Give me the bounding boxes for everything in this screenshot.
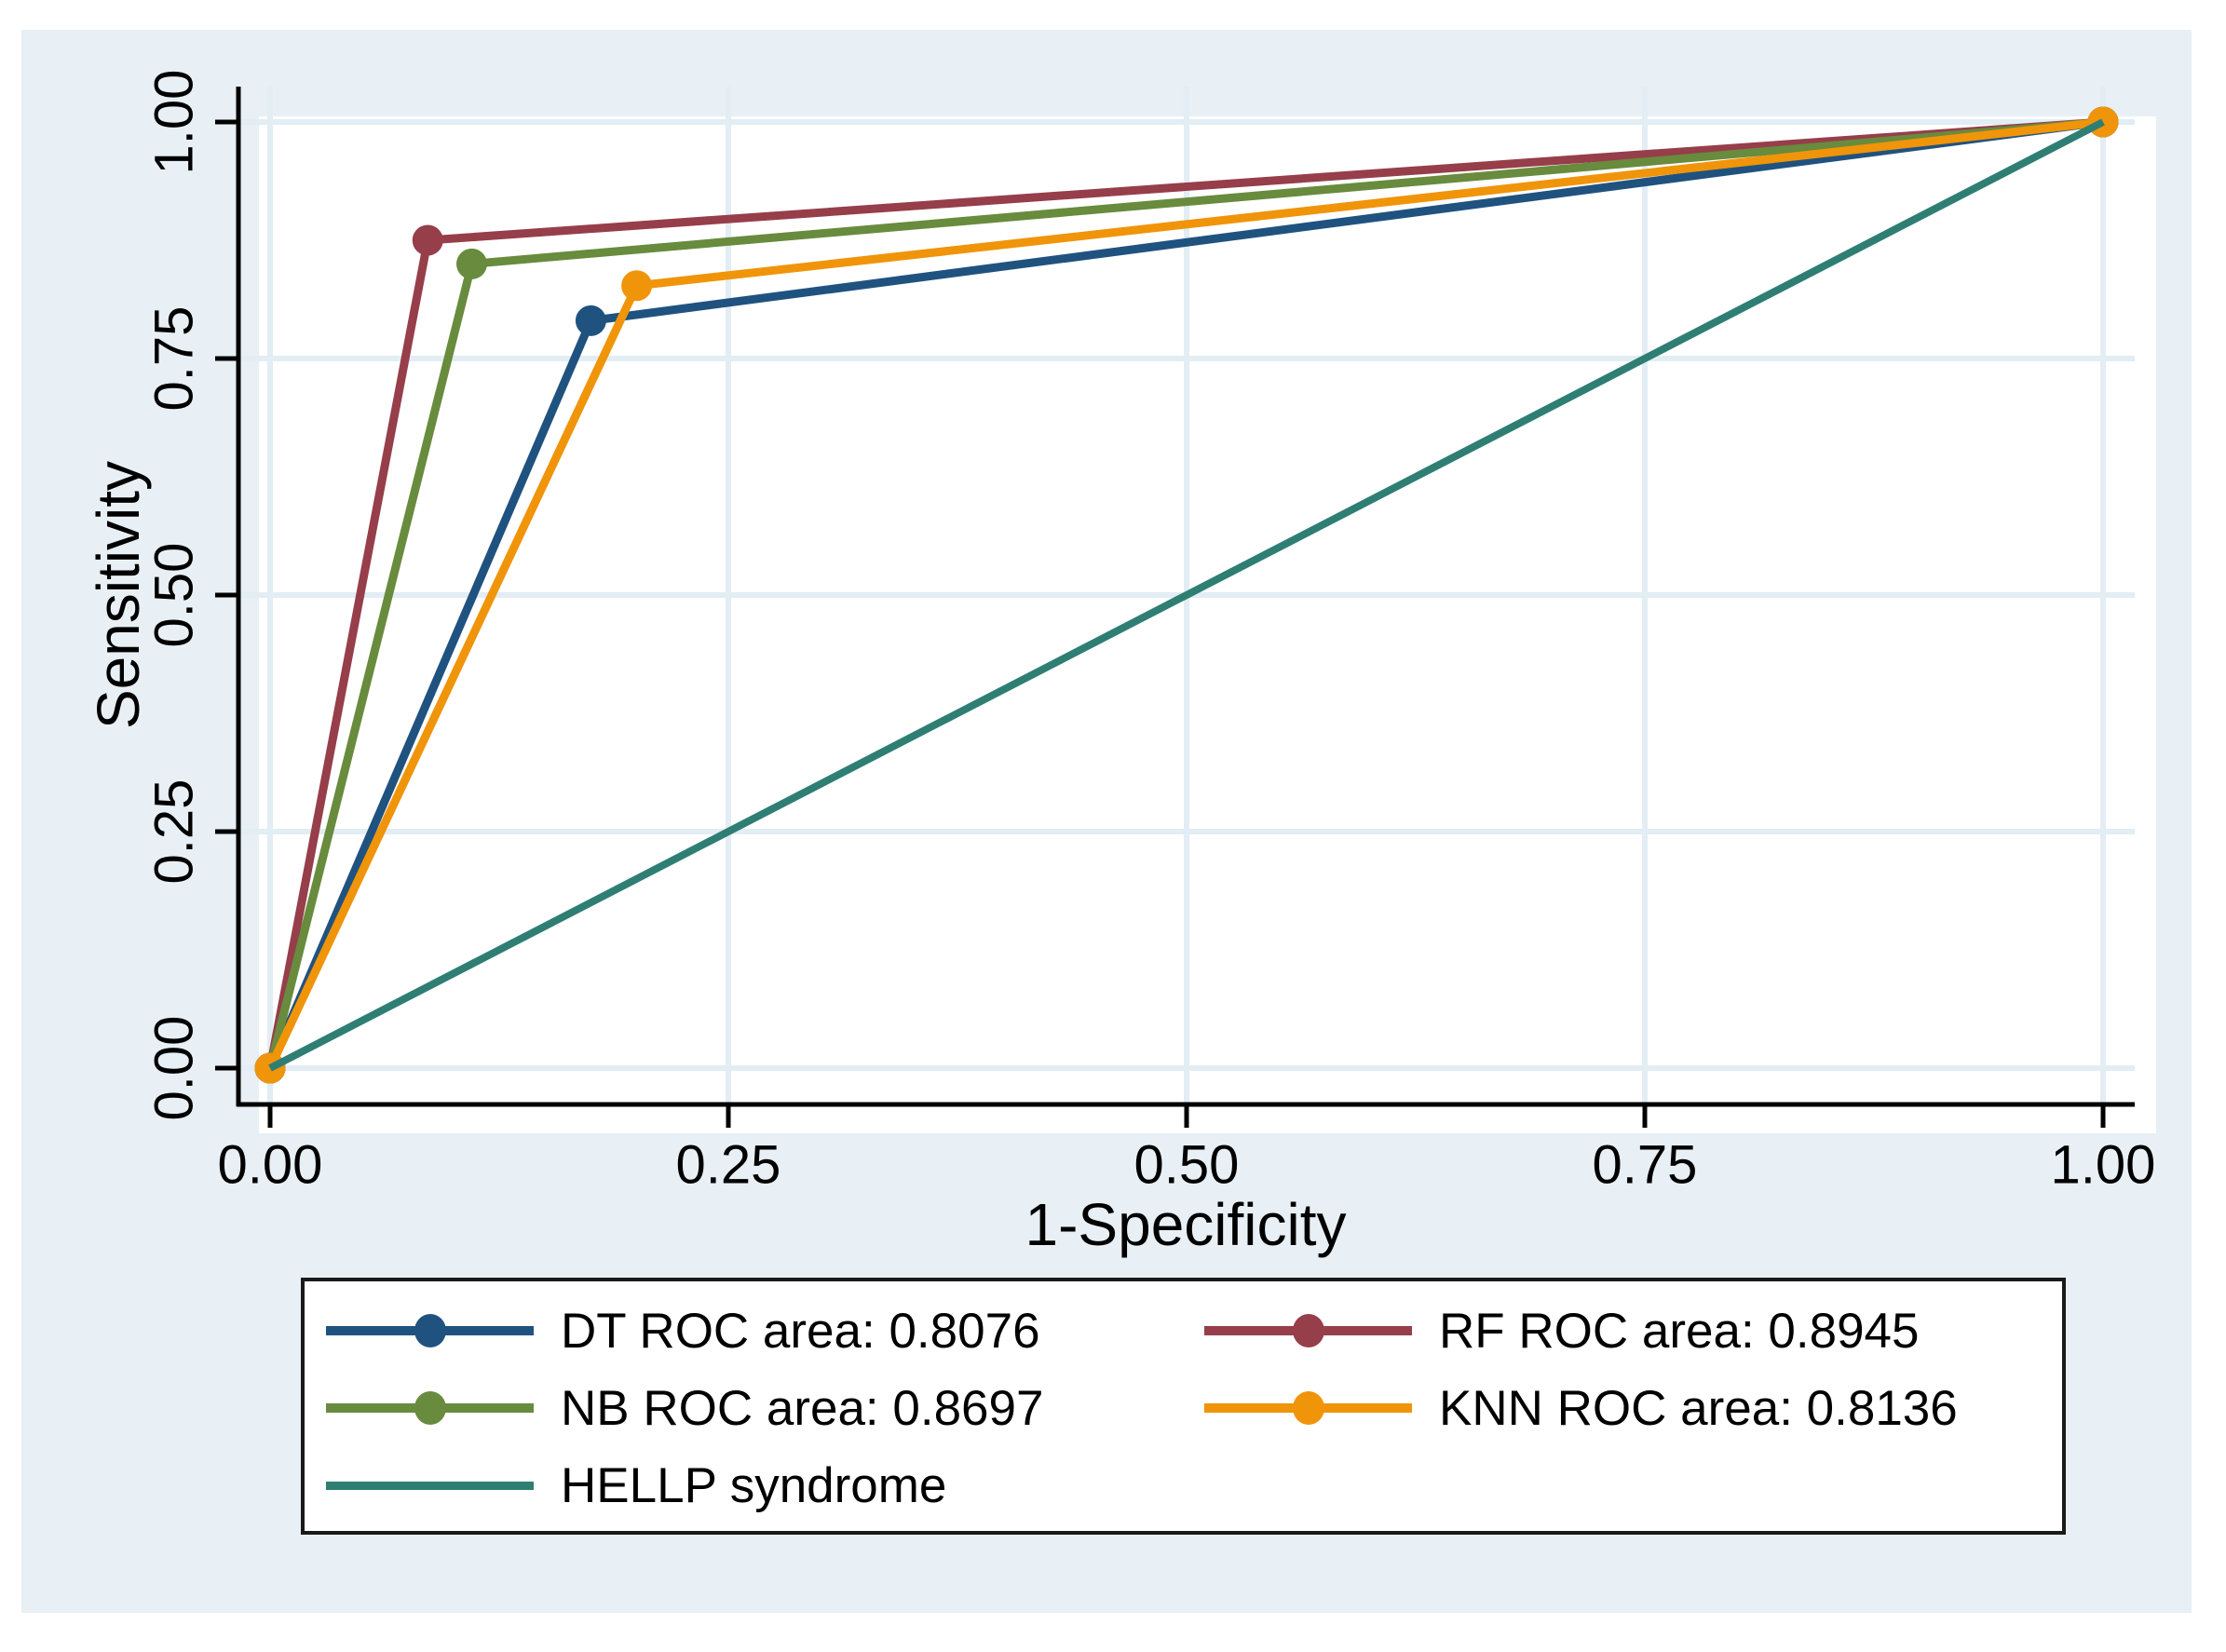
dt-legend-label: DT ROC area: 0.8076: [561, 1303, 1040, 1359]
series-line-4: [268, 118, 2105, 1072]
legend-item-knn: KNN ROC area: 0.8136: [1204, 1375, 1958, 1441]
dt-legend-marker-icon: [414, 1314, 446, 1347]
legend-item-dt: DT ROC area: 0.8076: [326, 1298, 1040, 1363]
y-tick-label: 0.00: [143, 1015, 205, 1121]
hellp-legend-line: [326, 1481, 534, 1490]
series-marker-0: [575, 305, 606, 336]
knn-legend-line: [1204, 1391, 1412, 1425]
x-tick-label: 0.50: [1133, 1134, 1240, 1196]
rf-legend-marker-icon: [1292, 1314, 1324, 1347]
y-tick-label: 1.00: [143, 69, 205, 175]
series-marker-2: [455, 248, 487, 279]
legend-box: DT ROC area: 0.8076 RF ROC area: 0.8945 …: [301, 1278, 2066, 1535]
nb-legend-label: NB ROC area: 0.8697: [561, 1380, 1044, 1436]
x-axis-title: 1-Specificity: [1025, 1191, 1347, 1258]
y-tick-label: 0.25: [143, 779, 205, 885]
y-tick-label: 0.50: [143, 542, 205, 648]
x-tick-label: 0.75: [1592, 1134, 1698, 1196]
knn-legend-label: KNN ROC area: 0.8136: [1439, 1380, 1958, 1436]
nb-legend-marker-icon: [414, 1391, 446, 1425]
x-tick-label: 0.00: [217, 1134, 323, 1196]
legend-item-hellp: HELLP syndrome: [326, 1453, 946, 1518]
series-marker-1: [412, 224, 443, 256]
plot-area: [259, 116, 2156, 1133]
series-marker-3: [621, 270, 653, 302]
nb-legend-line: [326, 1391, 534, 1425]
legend-item-rf: RF ROC area: 0.8945: [1204, 1298, 1920, 1363]
dt-legend-line: [326, 1314, 534, 1347]
rf-legend-line: [1204, 1314, 1412, 1347]
hellp-legend-label: HELLP syndrome: [561, 1457, 947, 1513]
x-tick-label: 1.00: [2050, 1134, 2156, 1196]
rf-legend-label: RF ROC area: 0.8945: [1439, 1303, 1920, 1359]
y-tick-label: 0.75: [143, 305, 205, 412]
legend-item-nb: NB ROC area: 0.8697: [326, 1375, 1043, 1441]
x-tick-label: 0.25: [675, 1134, 781, 1196]
knn-legend-marker-icon: [1292, 1391, 1324, 1425]
